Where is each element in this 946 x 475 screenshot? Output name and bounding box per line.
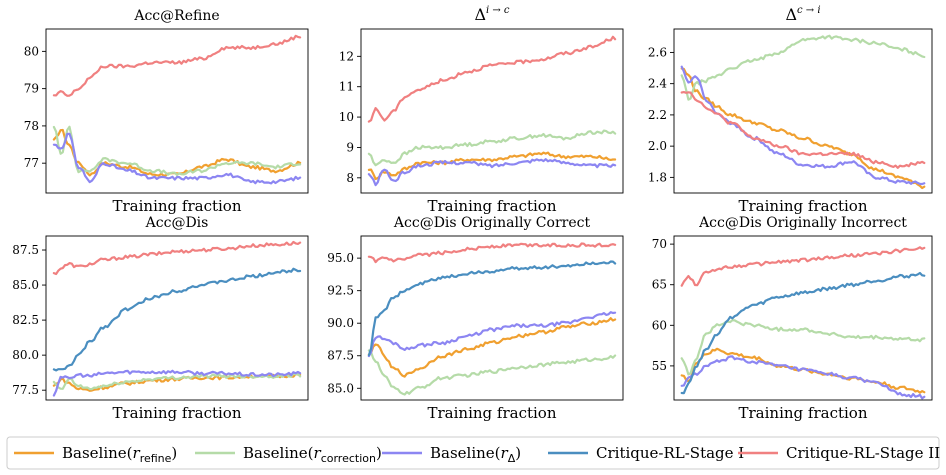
legend-label: Baseline(rΔ) bbox=[430, 444, 521, 465]
y-tick-label: 70 bbox=[652, 237, 667, 251]
chart-panel-1: 77 78 79 80 Acc@Refine Training fraction bbox=[24, 8, 309, 215]
plot-frame bbox=[673, 28, 933, 194]
y-tick-label: 77 bbox=[24, 156, 39, 170]
legend-label: Baseline(rcorrection) bbox=[243, 444, 382, 465]
y-tick-label: 1.8 bbox=[648, 170, 667, 184]
chart-title: Acc@Dis Originally Correct bbox=[393, 215, 591, 231]
series-line-refine bbox=[680, 67, 926, 190]
series-line-stage2 bbox=[52, 240, 302, 276]
y-tick-label: 60 bbox=[652, 318, 667, 332]
legend-item-delta: Baseline(rΔ) bbox=[382, 444, 521, 465]
y-tick-label: 79 bbox=[24, 82, 39, 96]
series-line-correction bbox=[52, 125, 302, 177]
series-line-stage1 bbox=[680, 271, 926, 395]
series-line-stage2 bbox=[680, 246, 926, 287]
y-tick-label: 10 bbox=[339, 110, 354, 124]
y-tick-label: 92.5 bbox=[327, 284, 354, 298]
y-tick-label: 11 bbox=[339, 80, 354, 94]
plot-frame bbox=[360, 235, 624, 401]
y-tick-label: 2.6 bbox=[648, 45, 667, 59]
series-line-correction bbox=[367, 349, 617, 396]
x-axis-label: Training fraction bbox=[739, 404, 868, 422]
y-tick-label: 90.0 bbox=[327, 316, 354, 330]
chart-title: Δc → i bbox=[785, 5, 820, 24]
legend-item-stage1: Critique-RL-Stage I bbox=[548, 444, 744, 462]
y-tick-label: 87.5 bbox=[12, 243, 39, 257]
y-tick-label: 65 bbox=[652, 278, 667, 292]
plot-frame bbox=[673, 235, 933, 401]
legend: Baseline(rrefine) Baseline(rcorrection) Ba… bbox=[6, 436, 940, 470]
y-tick-label: 55 bbox=[652, 359, 667, 373]
y-tick-label: 85.0 bbox=[12, 278, 39, 292]
y-tick-label: 8 bbox=[346, 171, 354, 185]
legend-item-refine: Baseline(rrefine) bbox=[14, 444, 177, 465]
series-line-stage1 bbox=[367, 260, 617, 357]
chart-panel-3: 1.8 2.0 2.2 2.4 2.6 Δc → i Training fraction bbox=[648, 5, 933, 215]
y-tick-label: 9 bbox=[346, 140, 354, 154]
series-line-delta bbox=[680, 65, 926, 186]
y-tick-label: 2.4 bbox=[648, 77, 667, 91]
series-line-refine bbox=[367, 151, 617, 181]
chart-panel-2: 8 9 10 11 12 Δi → c Training fraction bbox=[339, 5, 624, 215]
series-line-delta bbox=[52, 369, 302, 397]
y-tick-label: 12 bbox=[339, 49, 354, 63]
series-line-stage2 bbox=[52, 34, 302, 97]
chart-title: Acc@Dis bbox=[145, 215, 209, 231]
y-tick-label: 77.5 bbox=[12, 383, 39, 397]
legend-label: Baseline(rrefine) bbox=[62, 444, 177, 465]
plot-frame bbox=[360, 28, 624, 194]
series-line-delta bbox=[52, 132, 302, 185]
plot-frame bbox=[45, 28, 309, 194]
x-axis-label: Training fraction bbox=[113, 197, 242, 215]
legend-label: Critique-RL-Stage I bbox=[596, 444, 744, 462]
x-axis-label: Training fraction bbox=[428, 404, 557, 422]
x-axis-label: Training fraction bbox=[739, 197, 868, 215]
legend-item-stage2: Critique-RL-Stage II bbox=[738, 444, 940, 462]
x-axis-label: Training fraction bbox=[113, 404, 242, 422]
series-line-delta bbox=[367, 158, 617, 187]
series-line-stage2 bbox=[680, 90, 926, 169]
plot-frame bbox=[45, 235, 309, 401]
series-line-stage2 bbox=[367, 35, 617, 123]
series-line-delta bbox=[367, 311, 617, 358]
legend-box bbox=[6, 436, 940, 470]
series-line-delta bbox=[680, 355, 926, 400]
y-tick-label: 2.0 bbox=[648, 139, 667, 153]
y-tick-label: 80 bbox=[24, 44, 39, 58]
chart-panel-6: 55 60 65 70 Acc@Dis Originally Incorrect Trai… bbox=[652, 215, 933, 422]
chart-title: Δi → c bbox=[474, 5, 509, 24]
chart-panel-4: 77.5 80.0 82.5 85.0 87.5 Acc@Dis Training frac… bbox=[12, 215, 309, 422]
y-tick-label: 82.5 bbox=[12, 313, 39, 327]
legend-item-correction: Baseline(rcorrection) bbox=[195, 444, 382, 465]
legend-label: Critique-RL-Stage II bbox=[786, 444, 940, 462]
series-line-refine bbox=[367, 317, 617, 378]
chart-title: Acc@Refine bbox=[133, 8, 219, 24]
chart-title: Acc@Dis Originally Incorrect bbox=[698, 215, 907, 231]
y-tick-label: 80.0 bbox=[12, 348, 39, 362]
x-axis-label: Training fraction bbox=[428, 197, 557, 215]
series-line-stage1 bbox=[52, 267, 302, 372]
y-tick-label: 87.5 bbox=[327, 349, 354, 363]
series-line-correction bbox=[367, 129, 617, 167]
chart-panel-5: 85.0 87.5 90.0 92.5 95.0 Acc@Dis Originally C… bbox=[327, 215, 624, 422]
series-line-stage2 bbox=[367, 242, 617, 264]
y-tick-label: 2.2 bbox=[648, 108, 667, 122]
series-line-correction bbox=[680, 319, 926, 376]
y-tick-label: 78 bbox=[24, 119, 39, 133]
series-line-correction bbox=[680, 34, 926, 101]
y-tick-label: 85.0 bbox=[327, 381, 354, 395]
y-tick-label: 95.0 bbox=[327, 251, 354, 265]
series-line-refine bbox=[52, 128, 302, 177]
